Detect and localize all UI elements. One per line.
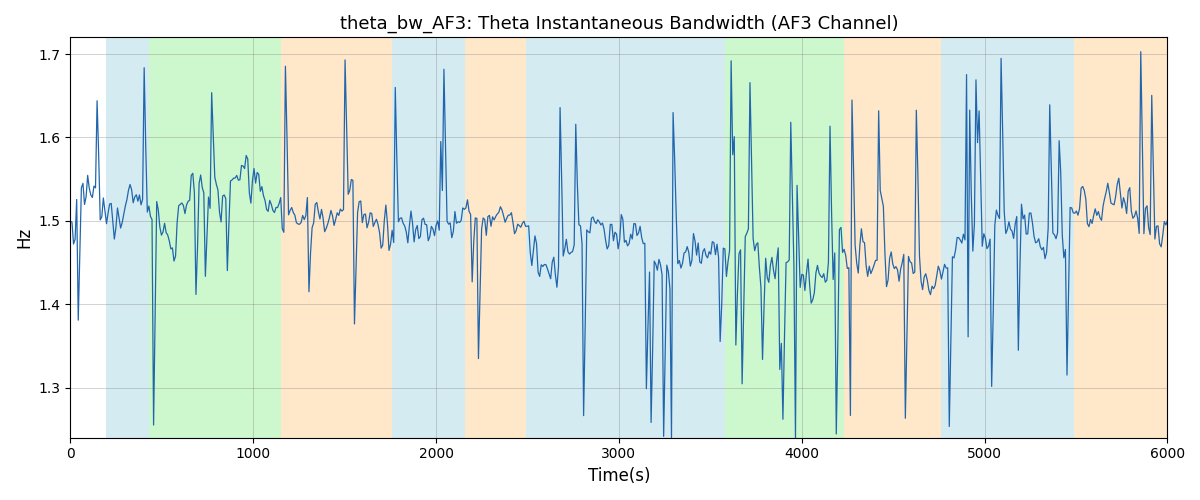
Y-axis label: Hz: Hz [14,227,32,248]
Bar [466,38,526,438]
Bar [844,38,941,438]
Bar [526,38,703,438]
Bar [703,38,725,438]
Bar [941,38,1074,438]
Bar [106,38,149,438]
Bar [392,38,466,438]
Title: theta_bw_AF3: Theta Instantaneous Bandwidth (AF3 Channel): theta_bw_AF3: Theta Instantaneous Bandwi… [340,15,899,34]
X-axis label: Time(s): Time(s) [588,467,650,485]
Bar [149,38,281,438]
Bar [725,38,844,438]
Bar [1074,38,1168,438]
Bar [281,38,392,438]
